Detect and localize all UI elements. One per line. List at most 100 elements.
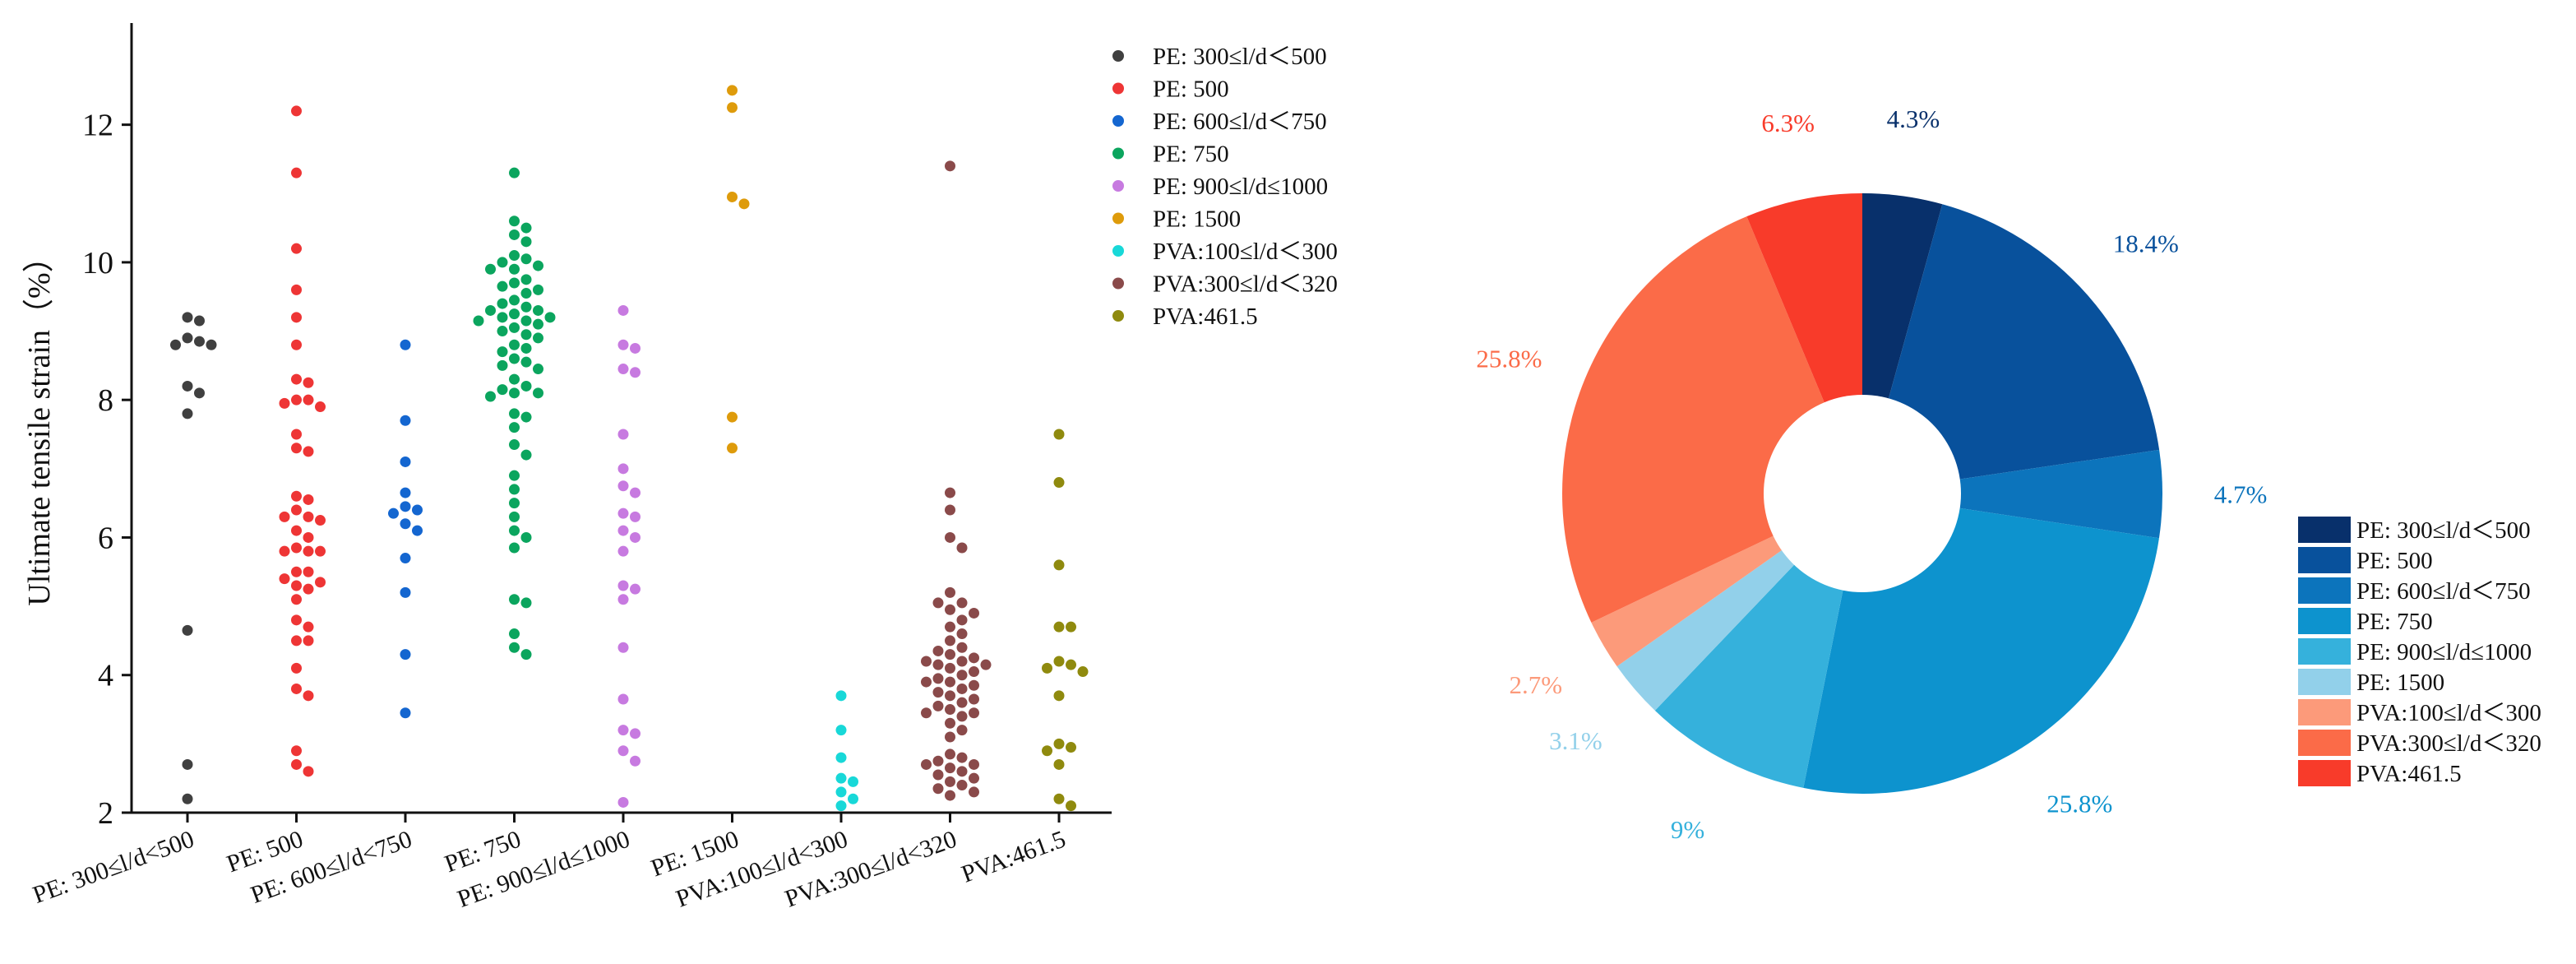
data-point — [617, 796, 629, 808]
data-point — [520, 356, 532, 368]
data-point — [509, 294, 520, 306]
data-point — [980, 659, 992, 670]
data-point — [303, 545, 314, 557]
data-point — [291, 373, 302, 385]
data-point — [291, 745, 302, 757]
legend-marker — [1112, 245, 1124, 257]
data-point — [617, 745, 629, 757]
legend-swatch — [2298, 547, 2351, 573]
slice-percent-label: 4.3% — [1887, 104, 1940, 133]
data-point — [956, 697, 968, 708]
slice-percent-label: 4.7% — [2214, 480, 2268, 509]
data-point — [945, 762, 955, 774]
data-point — [956, 683, 968, 694]
data-point — [617, 339, 629, 350]
y-axis-label: Ultimate tensile strain（%） — [22, 241, 57, 605]
data-point — [1053, 793, 1065, 804]
data-point — [969, 772, 979, 784]
data-point — [303, 690, 314, 702]
data-point — [1066, 659, 1076, 670]
data-point — [921, 676, 932, 688]
data-point — [291, 683, 302, 694]
data-point — [509, 484, 520, 495]
data-point — [291, 614, 302, 626]
data-point — [388, 507, 399, 519]
data-point — [630, 367, 641, 378]
data-point — [520, 274, 532, 285]
data-point — [291, 566, 302, 577]
legend-marker — [1112, 212, 1124, 225]
data-point — [182, 758, 193, 770]
data-point — [291, 429, 302, 440]
slice-percent-label: 9% — [1671, 815, 1704, 844]
data-point — [520, 531, 532, 543]
legend-label: PE: 900≤l/d≤1000 — [1153, 174, 1328, 200]
data-point — [291, 525, 302, 536]
data-point — [400, 501, 411, 512]
data-point — [509, 167, 520, 178]
x-tick-label: PVA:461.5 — [958, 826, 1069, 888]
data-point — [617, 429, 629, 440]
data-point — [520, 449, 532, 461]
data-point — [1066, 621, 1076, 633]
legend-marker — [1112, 310, 1124, 322]
y-tick-label: 8 — [98, 383, 113, 418]
x-tick-label: PE: 300≤l/d<500 — [30, 826, 198, 909]
data-point — [1053, 477, 1065, 489]
data-point — [945, 649, 955, 660]
data-point — [945, 621, 955, 633]
y-ticks: 2 4 6 8 10 12 — [82, 109, 132, 831]
data-point — [520, 236, 532, 248]
data-point — [835, 725, 847, 736]
donut-hole — [1764, 395, 1961, 592]
data-point — [945, 790, 955, 801]
data-point — [956, 711, 968, 722]
data-point — [412, 504, 423, 516]
data-point — [945, 586, 955, 598]
data-point — [932, 783, 944, 795]
data-point — [956, 725, 968, 736]
data-point — [969, 693, 979, 705]
data-point — [630, 511, 641, 522]
data-point — [509, 263, 520, 275]
data-point — [617, 525, 629, 536]
data-point — [400, 586, 411, 598]
legend-label: PE: 500 — [2356, 548, 2433, 574]
legend-swatch — [2298, 577, 2351, 604]
data-point — [969, 652, 979, 664]
data-point — [182, 312, 193, 323]
data-point — [1053, 656, 1065, 667]
data-point — [1042, 745, 1052, 757]
data-point — [835, 800, 847, 812]
data-point — [291, 443, 302, 454]
data-point — [400, 487, 411, 498]
data-point — [497, 298, 508, 309]
data-point — [932, 755, 944, 767]
data-point — [497, 359, 508, 371]
legend-swatch — [2298, 608, 2351, 634]
legend-marker — [1112, 50, 1124, 62]
data-point — [509, 511, 520, 522]
legend-swatch — [2298, 517, 2351, 543]
y-tick-label: 10 — [82, 246, 113, 280]
legend-marker — [1112, 147, 1124, 160]
data-point — [497, 312, 508, 323]
data-point — [956, 780, 968, 791]
data-point — [956, 614, 968, 626]
swarm-chart: Ultimate tensile strain（%） 2 4 6 8 10 12 PE: … — [22, 23, 1338, 913]
data-point — [509, 339, 520, 350]
y-tick-label: 2 — [98, 796, 113, 831]
data-point — [932, 687, 944, 698]
data-point — [956, 628, 968, 640]
data-point — [400, 553, 411, 564]
data-point — [945, 748, 955, 760]
y-tick-label: 6 — [98, 521, 113, 555]
data-points — [170, 85, 1089, 812]
donut-slice — [1862, 204, 2160, 494]
data-point — [303, 494, 314, 505]
data-point — [303, 377, 314, 388]
data-point — [509, 642, 520, 653]
data-point — [617, 364, 629, 375]
data-point — [315, 545, 326, 557]
data-point — [520, 649, 532, 660]
